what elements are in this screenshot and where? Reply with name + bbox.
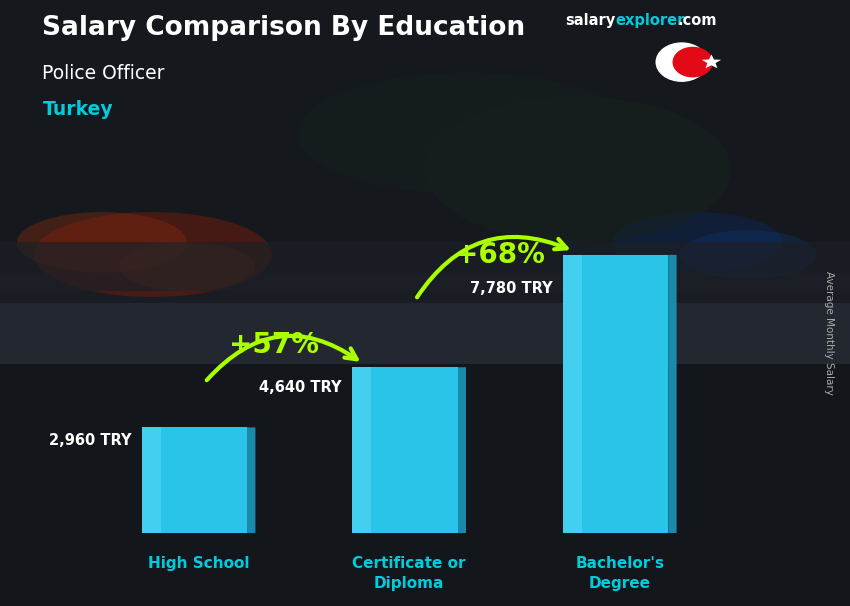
Bar — [142, 427, 161, 533]
Circle shape — [656, 43, 707, 81]
Text: 7,780 TRY: 7,780 TRY — [470, 281, 552, 296]
Bar — [352, 367, 371, 533]
Polygon shape — [247, 427, 256, 533]
Ellipse shape — [298, 73, 638, 194]
Ellipse shape — [17, 212, 187, 273]
Ellipse shape — [425, 97, 731, 242]
Ellipse shape — [119, 242, 255, 291]
Text: 2,960 TRY: 2,960 TRY — [48, 433, 131, 448]
Ellipse shape — [34, 212, 272, 297]
Text: 4,640 TRY: 4,640 TRY — [259, 380, 342, 395]
Text: Certificate or
Diploma: Certificate or Diploma — [353, 556, 466, 591]
Bar — [563, 255, 582, 533]
Text: Bachelor's
Degree: Bachelor's Degree — [575, 556, 664, 591]
Bar — [142, 427, 247, 533]
Bar — [0, 0, 850, 273]
Ellipse shape — [680, 230, 816, 279]
Bar — [0, 364, 850, 606]
Polygon shape — [668, 255, 677, 533]
Text: Police Officer: Police Officer — [42, 64, 165, 82]
Text: salary: salary — [565, 13, 615, 28]
Text: High School: High School — [148, 556, 249, 571]
Text: Turkey: Turkey — [42, 100, 113, 119]
Bar — [563, 255, 668, 533]
Bar — [0, 242, 850, 291]
Circle shape — [673, 47, 712, 77]
Text: +57%: +57% — [230, 331, 320, 359]
Text: Salary Comparison By Education: Salary Comparison By Education — [42, 15, 525, 41]
Bar — [0, 0, 850, 303]
Text: +68%: +68% — [455, 241, 545, 268]
Ellipse shape — [612, 212, 782, 273]
Polygon shape — [702, 55, 721, 68]
Text: Average Monthly Salary: Average Monthly Salary — [824, 271, 834, 395]
Polygon shape — [457, 367, 466, 533]
Text: explorer: explorer — [615, 13, 685, 28]
Text: .com: .com — [677, 13, 717, 28]
Bar — [352, 367, 457, 533]
